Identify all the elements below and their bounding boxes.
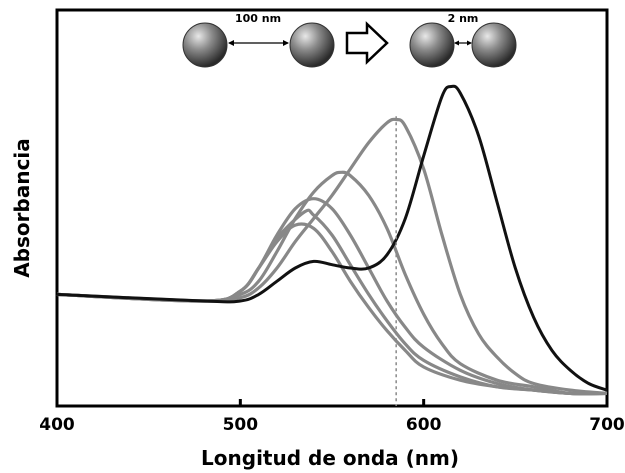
x-tick-label: 400 <box>39 415 75 435</box>
series-layer <box>56 84 608 396</box>
annotation-label-before: 100 nm <box>235 12 281 25</box>
nanoparticle-annotation: 100 nm 2 nm <box>182 12 517 68</box>
series-line-6 <box>56 222 608 396</box>
series-line-3 <box>56 170 608 396</box>
right-arrow-icon <box>345 21 389 65</box>
x-tick-label: 600 <box>406 415 442 435</box>
series-line-1 <box>56 84 608 392</box>
x-tick-label: 500 <box>223 415 259 435</box>
annotation-label-after: 2 nm <box>448 12 479 25</box>
arrowhead-icon <box>467 40 472 46</box>
nanoparticle-icon <box>471 22 517 68</box>
arrowhead-icon <box>228 40 234 46</box>
x-tick-label: 700 <box>589 415 625 435</box>
x-axis-title: Longitud de onda (nm) <box>201 446 459 470</box>
series-line-2 <box>56 117 608 395</box>
nanoparticle-icon <box>182 22 228 68</box>
arrowhead-icon <box>283 40 289 46</box>
nanoparticle-icon <box>409 22 455 68</box>
arrowhead-icon <box>454 40 459 46</box>
x-ticks: 400 500 600 700 <box>39 399 625 435</box>
nanoparticle-icon <box>289 22 335 68</box>
y-axis-title: Absorbancia <box>10 138 34 278</box>
